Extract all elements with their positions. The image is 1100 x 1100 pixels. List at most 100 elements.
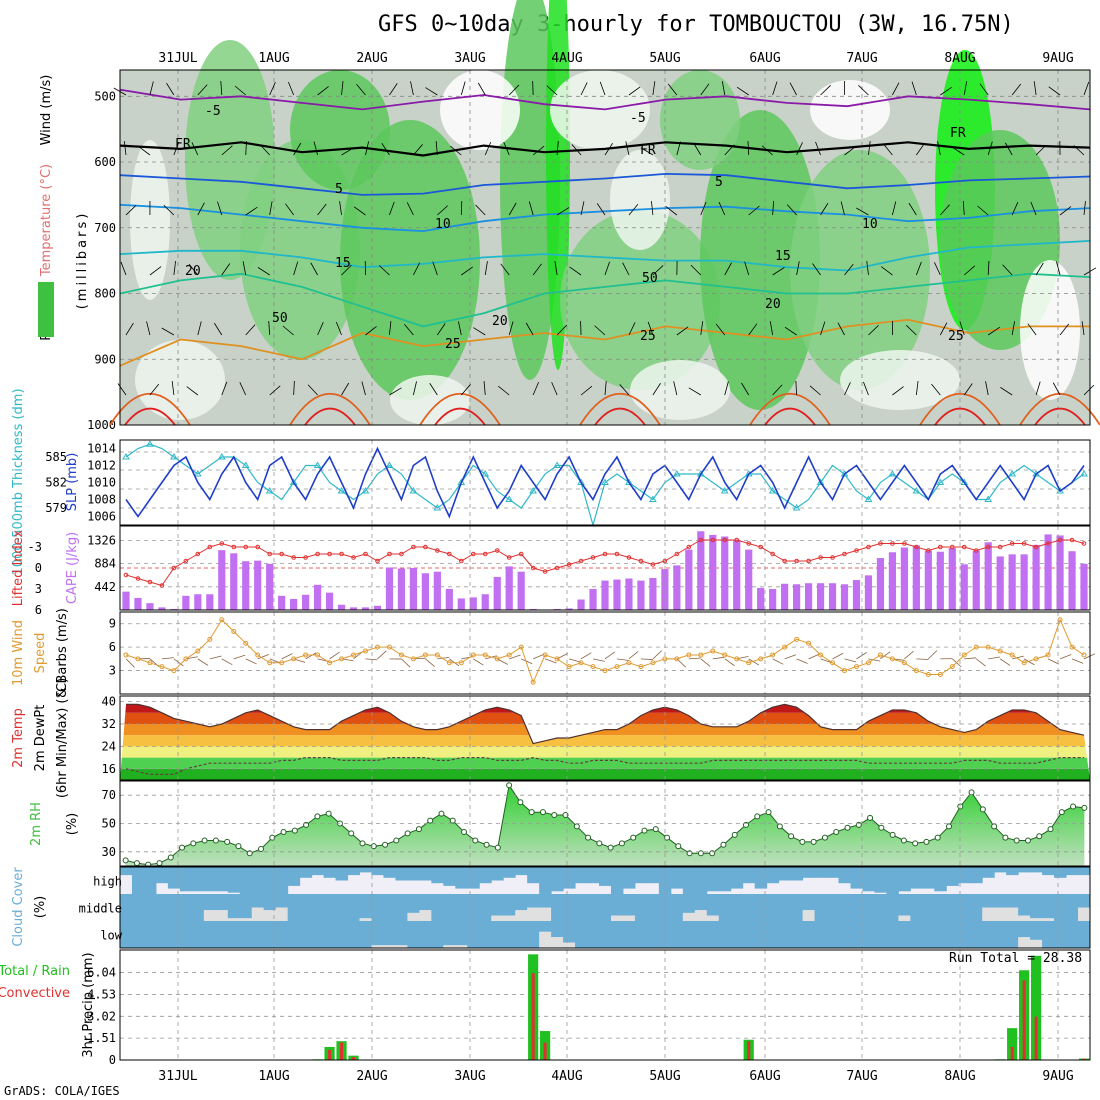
bottom-date-tick-9: 9AUG: [1042, 1069, 1073, 1084]
cloud-cell-middle-gap: [515, 910, 528, 921]
cloud-cell-middle-gap: [527, 907, 540, 921]
cloud-cell-low: [491, 921, 504, 948]
cloud-cell-middle: [431, 894, 444, 921]
lifted-index-point: [602, 551, 608, 557]
cloud-cell-middle-gap: [1018, 915, 1031, 921]
wind-speed-point: [686, 652, 692, 658]
cloud-cell-middle: [1042, 894, 1055, 919]
wind-speed-point: [339, 656, 345, 662]
wind-barb: [317, 86, 329, 96]
wind-barb: [269, 82, 276, 96]
wind-barb: [268, 321, 271, 336]
wind-barb: [413, 262, 421, 276]
precip-ylabel: 3hr Precip (mm): [81, 952, 96, 1057]
wind-barb: [1052, 382, 1061, 396]
rh2m-point: [190, 840, 197, 847]
lifted-index-point: [267, 551, 272, 557]
cloud-cell-middle-gap: [898, 915, 911, 921]
cloud-cell-high: [958, 867, 971, 884]
lifted-index-point: [375, 558, 380, 564]
rh2m-point: [731, 831, 738, 838]
temp-frame: [119, 695, 1091, 781]
cloud-cell-low: [766, 921, 780, 948]
wind-barb: [365, 141, 370, 156]
lifted-index-point: [303, 555, 308, 560]
cloud-cell-high: [838, 867, 851, 884]
cloud-cell-middle: [383, 894, 396, 921]
wind-speed-point: [434, 652, 440, 658]
lifted-index-point: [638, 558, 644, 564]
thickness-point: [289, 478, 298, 485]
cloud-cell-high: [886, 867, 899, 894]
wind-barb: [245, 140, 247, 156]
temp-y-tick-3: 16: [102, 762, 116, 776]
wind10m-barb: [473, 658, 484, 666]
temp-y-tick-2: 24: [102, 739, 116, 753]
cloud-cell-high: [491, 867, 504, 881]
cloud-cell-middle-gap: [802, 910, 816, 921]
wind-speed-point: [1009, 652, 1015, 658]
wind-speed-point: [925, 671, 931, 677]
cloud-cell-low: [910, 921, 923, 948]
cape-bar: [769, 589, 777, 610]
cloud-ylabel-2: (%): [33, 896, 48, 919]
precip-left-label-2: Convective: [0, 986, 70, 1001]
wind-barb: [1059, 323, 1069, 336]
wind-barb: [410, 81, 414, 96]
thickness-point: [912, 487, 921, 494]
wind-speed-point: [123, 652, 129, 658]
rh2m-point: [201, 837, 208, 844]
wind-barb: [880, 266, 893, 276]
lifted-index-point: [710, 537, 716, 543]
wind-barb: [269, 385, 281, 396]
cloud-cell-high: [658, 867, 672, 894]
cloud-cell-middle: [287, 894, 301, 921]
cloud-cell-middle: [646, 894, 660, 921]
cape-bar: [589, 589, 597, 610]
bottom-date-tick-0: 31JUL: [158, 1069, 197, 1084]
contour-label-16: 25: [948, 329, 964, 344]
rh-y-tick-2: 30: [102, 845, 116, 859]
rh2m-point: [156, 860, 163, 867]
wind10m-barb: [125, 658, 135, 668]
rh2m-point: [359, 840, 366, 847]
bottom-date-tick-1: 1AUG: [258, 1069, 289, 1084]
rh2m-point: [133, 860, 140, 867]
cloud-cell-low: [443, 921, 456, 946]
wind-barb: [963, 265, 976, 276]
wind-barb: [239, 382, 247, 396]
wind-barb: [952, 147, 965, 156]
cloud-cell-low: [383, 921, 396, 946]
rh-region-6: [700, 110, 820, 410]
wind10m-barb: [580, 652, 592, 660]
temp-ylabel-2: 2m DewPt: [33, 705, 48, 772]
contour-label-5: 5: [335, 182, 343, 197]
cloud-cell-low: [1006, 921, 1019, 948]
cloud-cell-middle: [551, 894, 564, 921]
cloud-cell-low: [1042, 921, 1055, 948]
cloud-cell-high: [982, 867, 995, 878]
wind10m-barb: [401, 658, 411, 668]
bottom-date-tick-3: 3AUG: [454, 1069, 485, 1084]
rh2m-point: [348, 830, 355, 837]
slp-frame: [119, 439, 1091, 526]
rh2m-point: [867, 814, 874, 821]
wind-barb: [772, 267, 785, 276]
thickness-point: [1080, 470, 1088, 477]
cloud-cell-middle: [575, 894, 588, 921]
cape-bar: [397, 568, 406, 610]
wind-barb: [604, 261, 610, 276]
lifted-index-point: [458, 558, 464, 564]
wind-barb: [940, 204, 950, 216]
isotherm--5: [119, 88, 1091, 111]
wind-barb: [1035, 262, 1044, 276]
wind-barb: [508, 84, 520, 96]
lifted-index-point: [734, 537, 740, 543]
cloud-cell-middle-gap: [239, 918, 253, 921]
lifted-index-point: [722, 537, 728, 543]
cloud-cell-low: [646, 921, 660, 948]
cloud-cell-high: [467, 867, 480, 889]
wind-barb: [769, 321, 774, 336]
cloud-cell-middle-gap: [215, 910, 229, 921]
wind-barb: [1033, 81, 1037, 96]
